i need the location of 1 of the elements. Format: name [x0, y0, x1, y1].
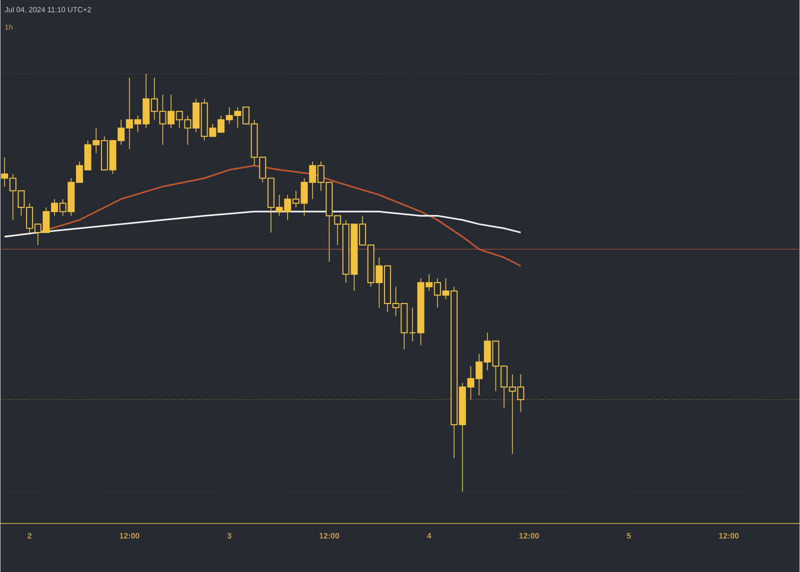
candlestick — [408, 307, 416, 342]
